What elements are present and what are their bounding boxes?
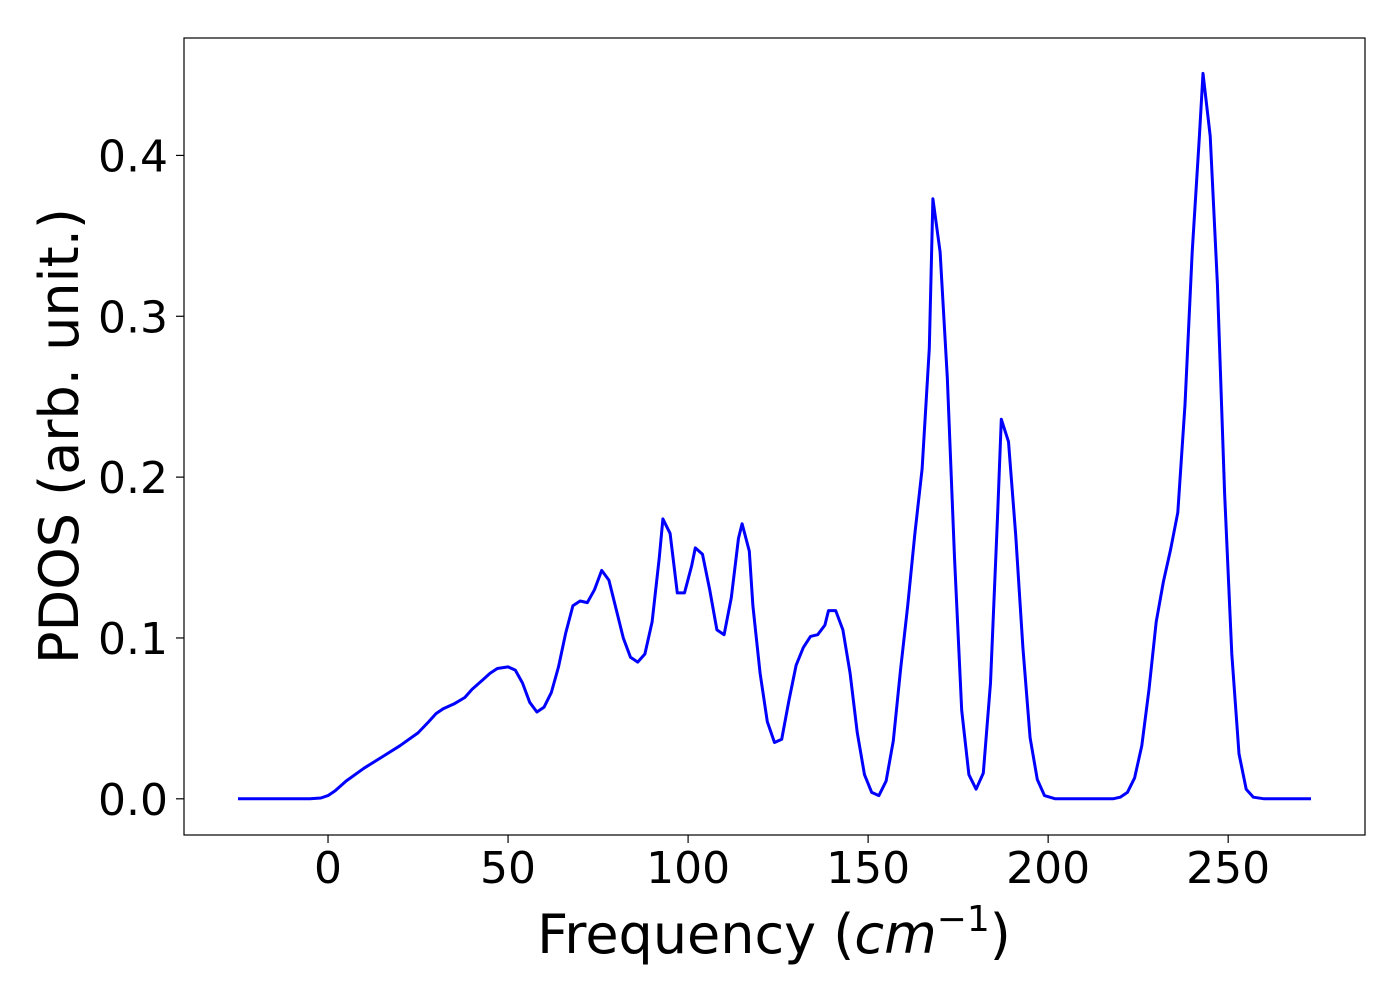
y-axis-label: PDOS (arb. unit.) <box>28 208 91 664</box>
y-tick-label: 0.2 <box>98 453 168 504</box>
x-axis-label-text: Frequency ( <box>537 903 854 966</box>
x-tick-label: 100 <box>646 843 730 894</box>
pdos-series-line <box>238 71 1311 801</box>
x-tick-label: 250 <box>1186 843 1270 894</box>
y-tick-label: 0.1 <box>98 614 168 665</box>
axis-ticks: 0 50 100 150 200 250 0.0 0.1 0.2 0.3 0.4 <box>98 131 1270 894</box>
plot-area <box>183 37 1366 836</box>
x-tick-label: 50 <box>480 843 536 894</box>
y-tick-label: 0.3 <box>98 292 168 343</box>
x-tick-label: 200 <box>1006 843 1090 894</box>
x-axis-label: Frequency (cm−1) <box>537 899 1011 966</box>
x-axis-label-unit: cm <box>854 903 936 966</box>
x-tick-label: 150 <box>826 843 910 894</box>
y-tick-label: 0.0 <box>98 775 168 826</box>
series-lines <box>238 71 1311 801</box>
x-tick-label: 0 <box>314 843 342 894</box>
x-axis-label-close: ) <box>990 903 1011 966</box>
x-axis-label-exponent: −1 <box>937 899 990 940</box>
y-tick-label: 0.4 <box>98 131 168 182</box>
